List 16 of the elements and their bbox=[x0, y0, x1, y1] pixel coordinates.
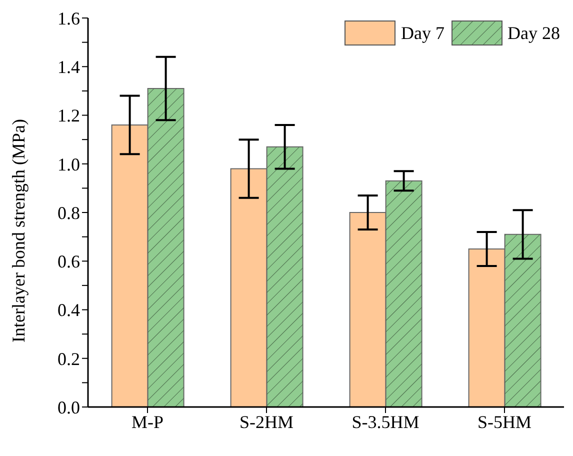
legend-label: Day 28 bbox=[508, 22, 560, 44]
y-tick-label: 0.2 bbox=[58, 348, 80, 369]
x-tick-label: S-3.5HM bbox=[352, 412, 420, 432]
y-tick-label: 1.2 bbox=[58, 106, 80, 126]
y-axis-title: Interlayer bond strength (MPa) bbox=[8, 119, 28, 342]
y-tick-label: 0.0 bbox=[58, 397, 80, 418]
x-tick-label: S-2HM bbox=[239, 412, 294, 432]
y-tick-label: 0.6 bbox=[58, 252, 80, 272]
y-tick-label: 1.4 bbox=[58, 57, 80, 78]
x-tick-label: S-5HM bbox=[477, 412, 532, 432]
legend-label: Day 7 bbox=[401, 22, 444, 44]
y-tick-label: 0.8 bbox=[58, 202, 80, 223]
y-tick-label: 1.0 bbox=[58, 154, 80, 174]
x-tick-label: M-P bbox=[131, 412, 164, 432]
y-tick-label: 1.6 bbox=[58, 8, 80, 28]
y-tick-label: 0.4 bbox=[58, 300, 80, 320]
